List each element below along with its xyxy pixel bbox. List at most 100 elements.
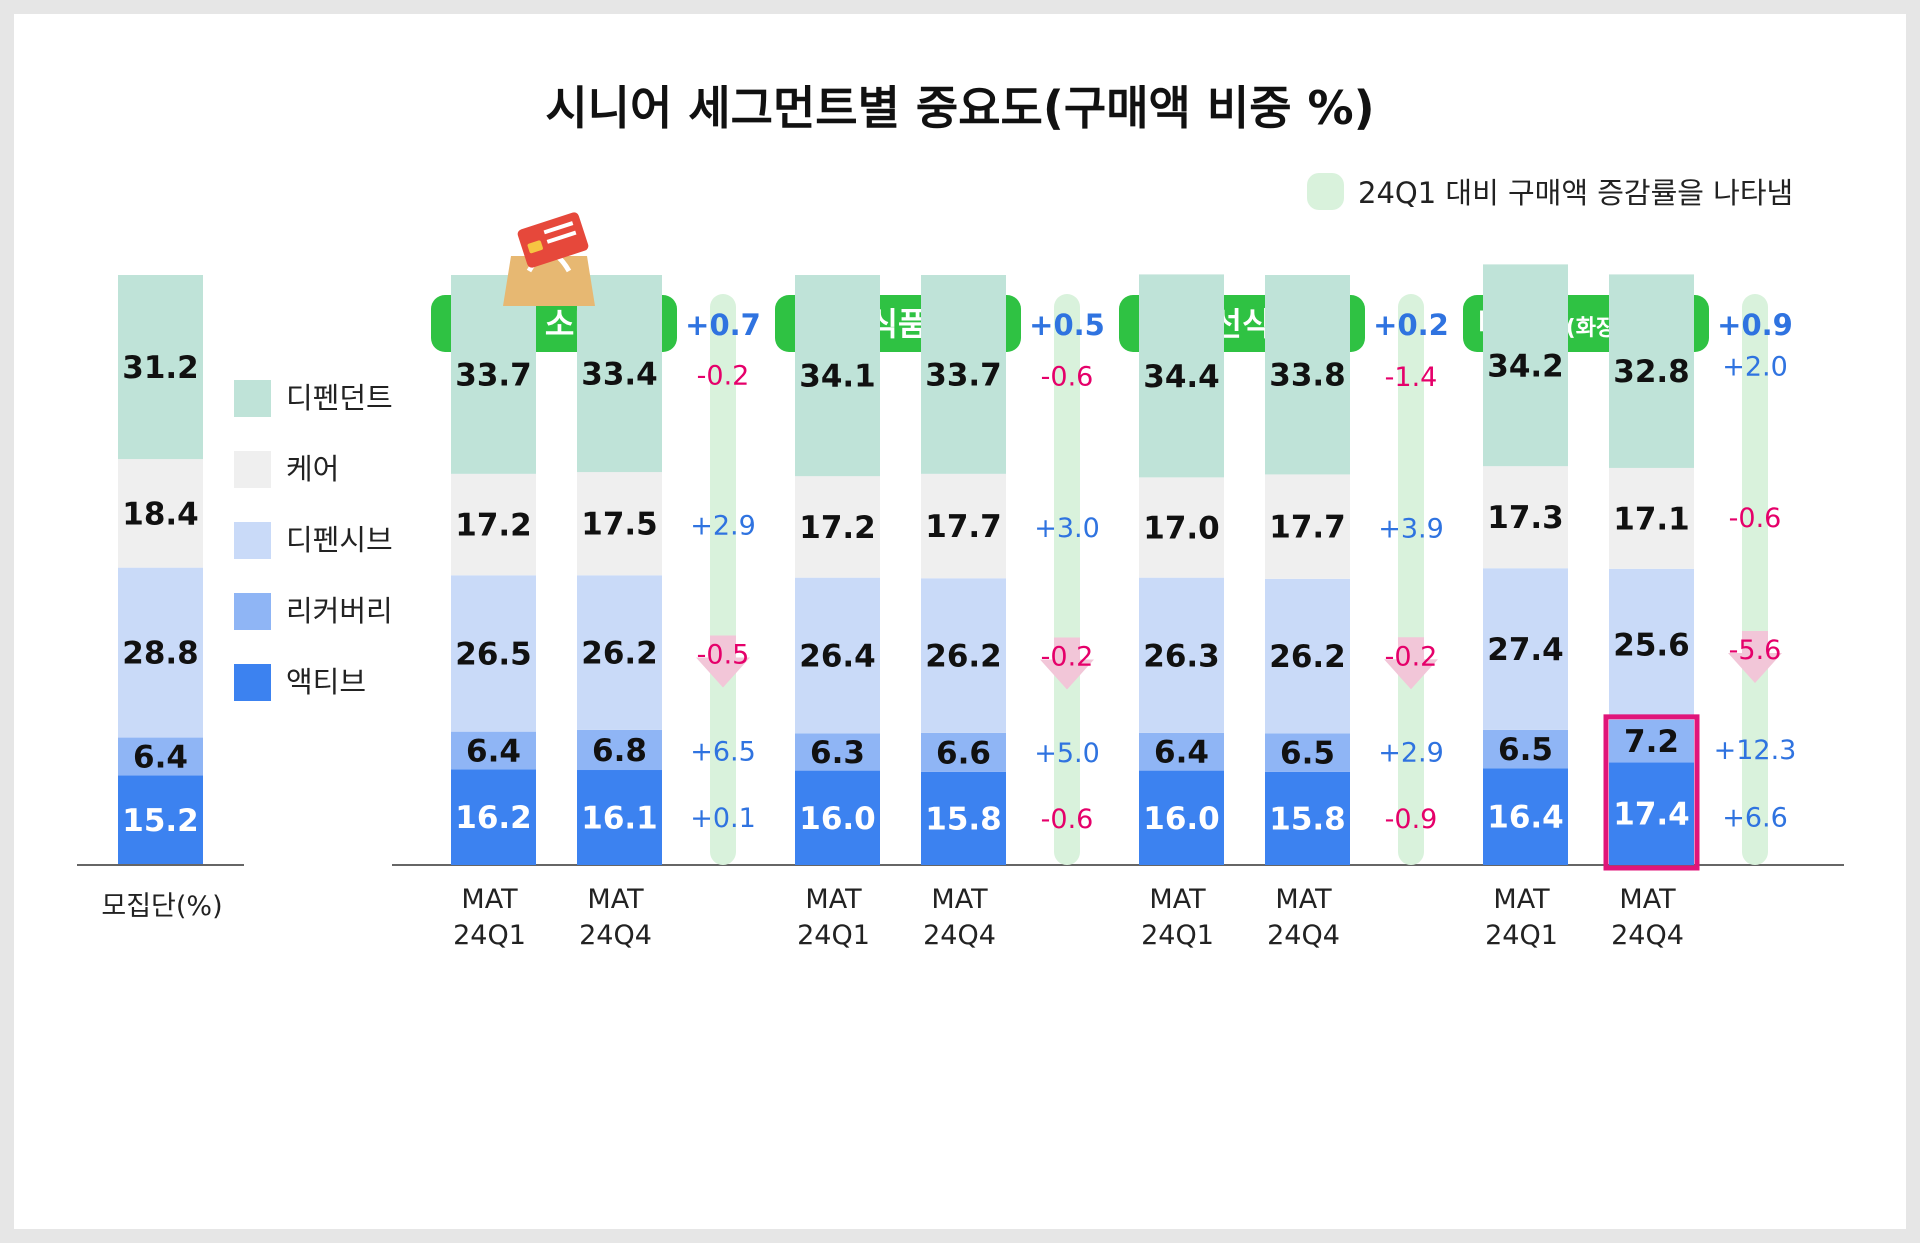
- legend-swatch: [234, 593, 271, 630]
- data-label: 18.4: [122, 496, 199, 532]
- legend-label: 디펜던트: [286, 381, 393, 415]
- data-label: 25.6: [1613, 627, 1690, 663]
- chart-title: 시니어 세그먼트별 중요도(구매액 비중 %): [545, 81, 1374, 135]
- bar-segment-care: [795, 476, 880, 578]
- data-label: 6.4: [133, 739, 188, 775]
- legend-swatch: [234, 380, 271, 417]
- bar-segment-passive: [921, 578, 1006, 733]
- bar-segment-dependent: [921, 275, 1006, 474]
- data-label: 17.0: [1143, 511, 1220, 547]
- data-label: 15.8: [1269, 801, 1346, 837]
- bar-segment-care: [1265, 474, 1350, 579]
- data-label: 15.8: [925, 801, 1002, 837]
- bar-segment-active: [1609, 762, 1694, 865]
- period-label: MAT: [805, 884, 862, 915]
- group: 식품 +0.516.06.326.417.234.115.86.626.217.7…: [775, 275, 1105, 951]
- data-label: 33.7: [925, 357, 1002, 393]
- population-label: 모집단(%): [101, 891, 222, 922]
- legend-label: 리커버리: [286, 594, 393, 628]
- bar-segment-passive: [451, 575, 536, 732]
- down-arrow-icon: [696, 635, 750, 688]
- data-label: 34.4: [1143, 359, 1220, 395]
- change-band: [1054, 294, 1080, 865]
- data-label: 6.3: [810, 735, 865, 771]
- period-label: MAT: [587, 884, 644, 915]
- data-label: 26.5: [455, 636, 532, 672]
- period-label: MAT: [1275, 884, 1332, 915]
- data-label: 33.4: [581, 357, 658, 393]
- highlight-box: [1603, 714, 1700, 871]
- total-change: +0.2: [1373, 308, 1449, 342]
- period-label: 24Q4: [579, 920, 652, 951]
- data-label: 17.7: [925, 509, 1002, 545]
- change-label: +6.5: [690, 737, 756, 768]
- data-label: 16.1: [581, 801, 658, 837]
- bar-segment-dependent: [1609, 274, 1694, 468]
- data-label: 26.2: [925, 639, 1002, 675]
- bar-segment-care: [451, 473, 536, 576]
- bar-segment-active: [1139, 770, 1224, 865]
- bar-segment-care: [1139, 477, 1224, 578]
- change-label: +5.0: [1034, 738, 1100, 769]
- bar-segment-recovery: [1139, 732, 1224, 771]
- data-label: 17.2: [799, 510, 876, 546]
- data-label: 15.2: [122, 803, 199, 839]
- bar-segment-active: [921, 771, 1006, 865]
- period-label: 24Q1: [453, 920, 526, 951]
- period-label: MAT: [1493, 884, 1550, 915]
- change-label: +3.9: [1378, 514, 1444, 545]
- legend-swatch: [234, 522, 271, 559]
- data-label: 16.4: [1487, 800, 1564, 836]
- data-label: 6.5: [1498, 732, 1553, 768]
- data-label: 16.0: [1143, 801, 1220, 837]
- bar-segment-passive: [795, 577, 880, 734]
- legend-label: 케어: [286, 452, 339, 486]
- change-label: -0.5: [697, 639, 750, 670]
- note-text: 24Q1 대비 구매액 증감률을 나타냄: [1358, 176, 1793, 210]
- change-label: -0.9: [1385, 804, 1438, 835]
- population-bar: 15.2 6.4 28.8 18.4 31.2: [118, 275, 203, 865]
- legend-label: 액티브: [286, 665, 366, 699]
- bar-segment-recovery: [1265, 733, 1350, 772]
- change-label: +2.9: [1378, 738, 1444, 769]
- data-label: 17.1: [1613, 501, 1690, 537]
- group: 신선식품 +0.216.06.426.317.034.415.86.526.217…: [1119, 274, 1449, 951]
- change-label: +2.0: [1722, 351, 1788, 382]
- change-label: +12.3: [1714, 735, 1797, 766]
- group: 전체 소비재 +0.716.26.426.517.233.716.16.826.2…: [431, 212, 761, 951]
- change-label: -5.6: [1729, 635, 1782, 666]
- change-label: -0.2: [1385, 641, 1438, 672]
- card-line: [546, 230, 577, 244]
- change-label: +6.6: [1722, 803, 1788, 834]
- change-label: -0.2: [697, 360, 750, 391]
- bar-segment-active: [1483, 768, 1568, 865]
- period-label: MAT: [1149, 884, 1206, 915]
- data-label: 27.4: [1487, 632, 1564, 668]
- data-label: 6.4: [1154, 735, 1209, 771]
- data-label: 33.7: [455, 357, 532, 393]
- data-label: 33.8: [1269, 358, 1346, 394]
- bar-segment-recovery: [795, 733, 880, 771]
- change-label: -0.6: [1729, 503, 1782, 534]
- down-arrow-icon: [1384, 637, 1438, 690]
- period-label: 24Q1: [1141, 920, 1214, 951]
- period-label: 24Q1: [1485, 920, 1558, 951]
- note-swatch: [1307, 173, 1344, 210]
- down-arrow-icon: [1040, 637, 1094, 690]
- total-change: +0.9: [1717, 308, 1793, 342]
- data-label: 17.4: [1613, 797, 1690, 833]
- bar-segment-recovery: [1609, 719, 1694, 763]
- total-change: +0.5: [1029, 308, 1105, 342]
- bar-segment-recovery: [118, 737, 203, 776]
- data-label: 26.2: [1269, 639, 1346, 675]
- legend-label: 디펜시브: [286, 523, 393, 557]
- change-label: +0.1: [690, 803, 756, 834]
- data-label: 34.2: [1487, 348, 1564, 384]
- period-label: 24Q1: [797, 920, 870, 951]
- data-label: 6.8: [592, 733, 647, 769]
- bar-segment-passive: [118, 567, 203, 738]
- data-label: 17.5: [581, 507, 658, 543]
- data-label: 17.2: [455, 508, 532, 544]
- total-change: +0.7: [685, 308, 761, 342]
